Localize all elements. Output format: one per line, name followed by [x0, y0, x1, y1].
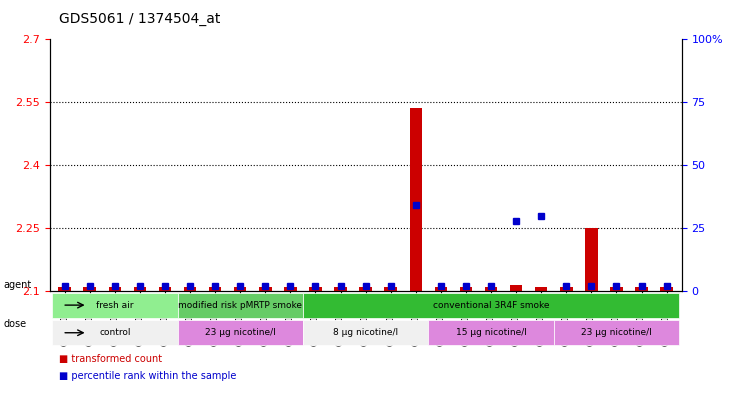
Bar [485, 287, 497, 291]
Bar [460, 287, 472, 291]
Text: modified risk pMRTP smoke: modified risk pMRTP smoke [178, 301, 303, 310]
Bar [184, 287, 196, 291]
Bar [585, 228, 598, 291]
Bar [83, 287, 96, 291]
FancyBboxPatch shape [178, 293, 303, 318]
Bar [635, 287, 648, 291]
Bar [359, 287, 372, 291]
Text: 23 μg nicotine/l: 23 μg nicotine/l [205, 328, 275, 337]
Bar [334, 287, 347, 291]
Bar [209, 287, 221, 291]
Bar [510, 285, 523, 291]
Text: 15 μg nicotine/l: 15 μg nicotine/l [455, 328, 526, 337]
Bar [535, 287, 548, 291]
Bar [435, 287, 447, 291]
FancyBboxPatch shape [52, 293, 178, 318]
Text: dose: dose [4, 319, 27, 329]
Text: GDS5061 / 1374504_at: GDS5061 / 1374504_at [59, 12, 221, 26]
FancyBboxPatch shape [303, 320, 428, 345]
Text: 23 μg nicotine/l: 23 μg nicotine/l [581, 328, 652, 337]
Bar [661, 287, 673, 291]
Bar [384, 287, 397, 291]
Bar [108, 287, 121, 291]
FancyBboxPatch shape [554, 320, 679, 345]
Bar [159, 287, 171, 291]
Bar [58, 287, 71, 291]
Bar [610, 287, 623, 291]
Bar [560, 287, 573, 291]
Text: fresh air: fresh air [96, 301, 134, 310]
Text: agent: agent [4, 280, 32, 290]
Bar [134, 287, 146, 291]
Text: ■ percentile rank within the sample: ■ percentile rank within the sample [59, 371, 236, 381]
FancyBboxPatch shape [428, 320, 554, 345]
Text: conventional 3R4F smoke: conventional 3R4F smoke [432, 301, 549, 310]
Bar [309, 287, 322, 291]
Text: control: control [99, 328, 131, 337]
FancyBboxPatch shape [178, 320, 303, 345]
Text: ■ transformed count: ■ transformed count [59, 354, 162, 364]
Bar [234, 287, 246, 291]
Bar [284, 287, 297, 291]
FancyBboxPatch shape [52, 320, 178, 345]
FancyBboxPatch shape [303, 293, 679, 318]
Bar [259, 287, 272, 291]
Text: 8 μg nicotine/l: 8 μg nicotine/l [333, 328, 399, 337]
Bar [410, 108, 422, 291]
